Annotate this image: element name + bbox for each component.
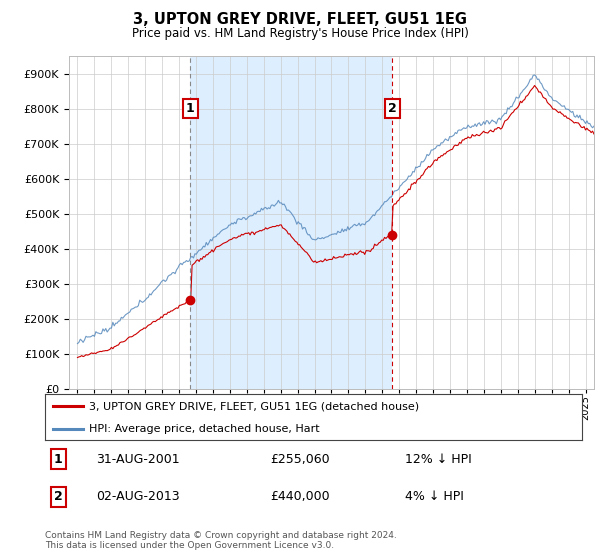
Text: Contains HM Land Registry data © Crown copyright and database right 2024.
This d: Contains HM Land Registry data © Crown c… (45, 531, 397, 550)
Text: 1: 1 (54, 452, 63, 465)
Text: 3, UPTON GREY DRIVE, FLEET, GU51 1EG (detached house): 3, UPTON GREY DRIVE, FLEET, GU51 1EG (de… (89, 401, 419, 411)
Text: HPI: Average price, detached house, Hart: HPI: Average price, detached house, Hart (89, 424, 320, 435)
Text: 31-AUG-2001: 31-AUG-2001 (96, 452, 179, 465)
Text: 12% ↓ HPI: 12% ↓ HPI (405, 452, 472, 465)
Bar (190, 56, 392, 389)
Text: Price paid vs. HM Land Registry's House Price Index (HPI): Price paid vs. HM Land Registry's House … (131, 27, 469, 40)
Text: 1: 1 (186, 102, 195, 115)
Text: 4% ↓ HPI: 4% ↓ HPI (405, 491, 464, 503)
Text: £440,000: £440,000 (271, 491, 330, 503)
Text: £255,060: £255,060 (271, 452, 330, 465)
Text: 2: 2 (54, 491, 63, 503)
Text: 02-AUG-2013: 02-AUG-2013 (96, 491, 179, 503)
Text: 3, UPTON GREY DRIVE, FLEET, GU51 1EG: 3, UPTON GREY DRIVE, FLEET, GU51 1EG (133, 12, 467, 27)
Text: 2: 2 (388, 102, 397, 115)
